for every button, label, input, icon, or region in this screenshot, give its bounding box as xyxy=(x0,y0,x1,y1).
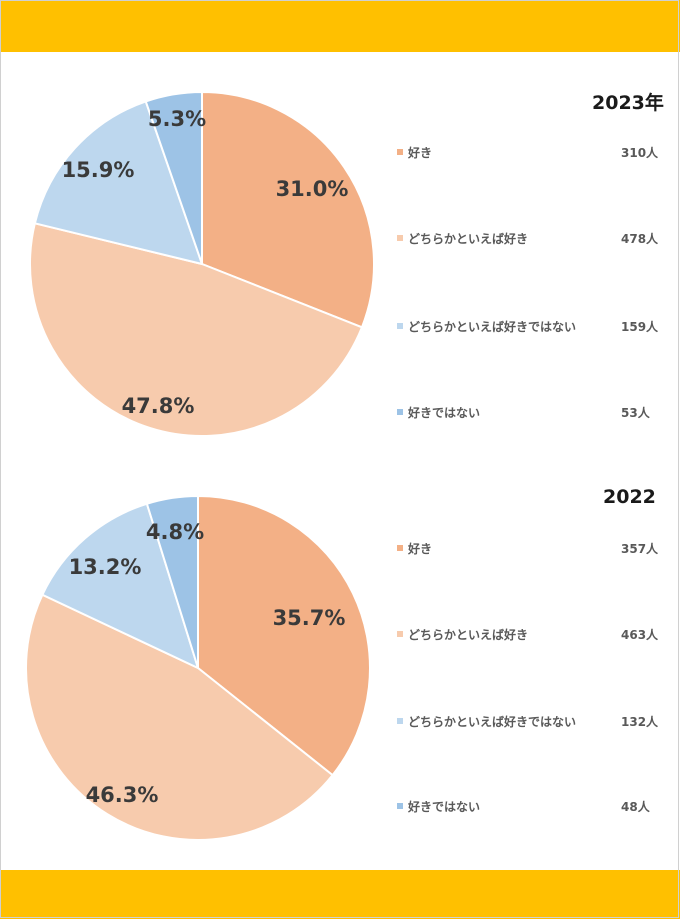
top-banner xyxy=(0,0,680,52)
legend-item-sukidehanai-2022: 好きではない xyxy=(397,798,480,814)
pie-data-label-dochiraka-sukidehanai: 13.2% xyxy=(69,555,142,579)
pie-data-label-sukidehanai: 5.3% xyxy=(148,107,206,131)
pie-data-label-dochiraka-sukidehanai: 15.9% xyxy=(62,158,135,182)
legend-item-suki-2023: 好き xyxy=(397,144,432,160)
legend-swatch xyxy=(397,718,403,724)
legend-label: 好きではない xyxy=(408,799,481,814)
bottom-banner xyxy=(0,870,680,919)
legend-count: 132人 xyxy=(621,715,659,729)
pie-slice-dochiraka-suki xyxy=(29,222,364,437)
legend-swatch xyxy=(397,149,403,155)
pie-data-label-dochiraka-suki: 46.3% xyxy=(86,783,159,807)
legend-swatch xyxy=(397,409,403,415)
legend-label: 好きではない xyxy=(408,405,481,420)
legend-count: 357人 xyxy=(621,542,659,556)
legend-item-dochiraka-sukidehanai-2023: どちらかといえば好きではない xyxy=(397,318,576,334)
pie-slice-sukidehanai xyxy=(145,494,199,669)
legend-swatch xyxy=(397,235,403,241)
pie-chart-2022: 35.7% 46.3% 13.2%4.8% xyxy=(25,494,371,841)
legend-label: どちらかといえば好き xyxy=(408,231,529,246)
pie-data-label-dochiraka-suki: 47.8% xyxy=(122,394,195,418)
legend-label: どちらかといえば好きではない xyxy=(408,319,577,334)
legend-count: 310人 xyxy=(621,146,659,160)
legend-item-dochiraka-suki-2023: どちらかといえば好き xyxy=(397,230,528,246)
legend-count: 53人 xyxy=(621,406,650,420)
legend-swatch xyxy=(397,323,403,329)
pie-slice-suki xyxy=(201,90,375,329)
legend-item-dochiraka-sukidehanai-2022: どちらかといえば好きではない xyxy=(397,713,576,729)
legend-swatch xyxy=(397,545,403,551)
legend-label: どちらかといえば好きではない xyxy=(408,714,577,729)
legend-item-sukidehanai-2023: 好きではない xyxy=(397,404,480,420)
chart-title-2022: 2022 xyxy=(603,486,656,508)
pie-slice-dochiraka-suki xyxy=(25,593,334,841)
pie-chart-2023: 31.0% 47.8% 15.9% 5.3% xyxy=(29,90,375,437)
legend-swatch xyxy=(397,631,403,637)
legend-label: 好き xyxy=(408,145,433,160)
pie-slice-sukidehanai xyxy=(144,90,203,265)
legend-count: 159人 xyxy=(621,320,659,334)
chart-title-2023: 2023年 xyxy=(592,92,664,114)
pie-data-label-suki: 31.0% xyxy=(276,177,349,201)
legend-item-suki-2022: 好き xyxy=(397,540,432,556)
legend-item-dochiraka-suki-2022: どちらかといえば好き xyxy=(397,626,528,642)
legend-count: 463人 xyxy=(621,628,659,642)
legend-label: どちらかといえば好き xyxy=(408,627,529,642)
pie-slice-suki xyxy=(197,494,371,777)
legend-label: 好き xyxy=(408,541,433,556)
legend-swatch xyxy=(397,803,403,809)
legend-count: 48人 xyxy=(621,800,650,814)
pie-slice-dochiraka-sukidehanai xyxy=(33,100,204,266)
pie-data-label-sukidehanai: 4.8% xyxy=(146,520,204,544)
legend-count: 478人 xyxy=(621,232,659,246)
pie-data-label-suki: 35.7% xyxy=(273,606,346,630)
